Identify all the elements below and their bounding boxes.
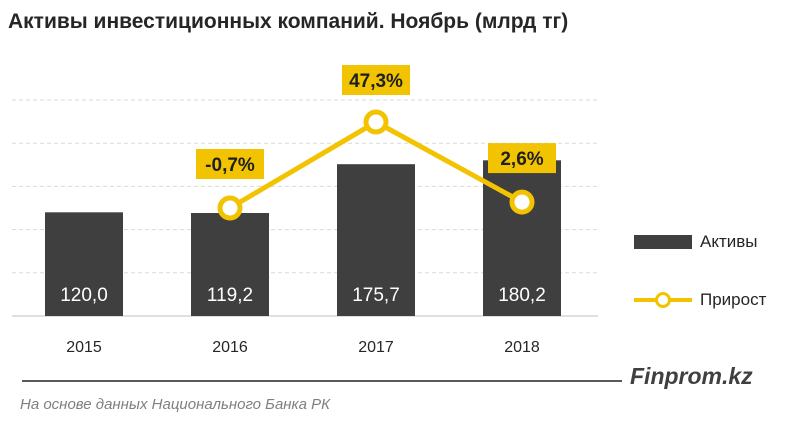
- growth-value-label: -0,7%: [205, 155, 255, 176]
- x-tick-label: 2015: [66, 339, 102, 356]
- growth-point: [217, 195, 243, 221]
- x-tick-label: 2016: [212, 339, 248, 356]
- brand-logo-text: Finprom.kz: [630, 363, 753, 389]
- growth-label-box: [488, 143, 556, 174]
- growth-label-box: [196, 149, 264, 179]
- bar-2017: [337, 164, 415, 316]
- bar-2016: [191, 213, 269, 316]
- source-note: На основе данных Национального Банка РК: [20, 396, 330, 413]
- chart-title: Активы инвестиционных компаний. Ноябрь (…: [8, 10, 569, 33]
- bar-2015: [45, 212, 123, 316]
- growth-value-label: 2,6%: [500, 149, 543, 170]
- bottom-divider: [22, 380, 622, 382]
- x-tick-label: 2017: [358, 339, 394, 356]
- bar-value-label: 180,2: [498, 285, 546, 306]
- legend-bars-label: Активы: [700, 232, 758, 251]
- legend-bars: Активы: [634, 232, 758, 252]
- bar-value-label: 119,2: [207, 285, 253, 306]
- bar-value-label: 175,7: [352, 285, 400, 306]
- legend-line: Прирост: [634, 290, 766, 310]
- growth-value-label: 47,3%: [349, 71, 403, 92]
- bar-value-label: 120,0: [60, 285, 108, 306]
- legend-line-swatch: [634, 292, 692, 308]
- legend-line-label: Прирост: [700, 290, 767, 309]
- legend-bars-swatch: [634, 235, 692, 249]
- growth-point: [363, 109, 389, 135]
- growth-label-box: [342, 65, 410, 95]
- growth-point: [509, 189, 535, 215]
- x-tick-label: 2018: [504, 339, 540, 356]
